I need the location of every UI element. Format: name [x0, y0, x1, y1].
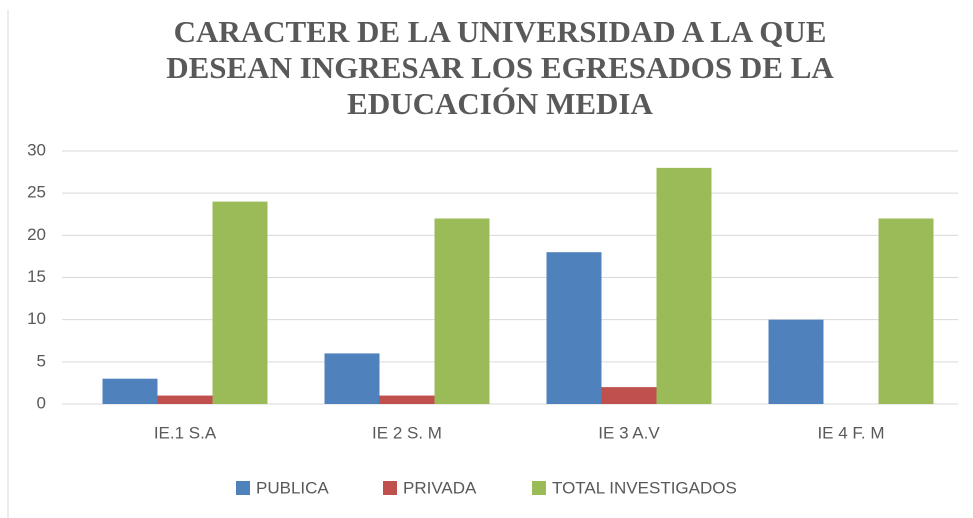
bar — [434, 218, 490, 404]
legend-swatch — [236, 481, 250, 495]
y-tick-label: 0 — [37, 393, 46, 412]
bar — [324, 353, 380, 404]
bar — [546, 252, 602, 404]
x-tick-label: IE 3 A.V — [598, 423, 660, 442]
bar — [379, 395, 435, 404]
y-tick-label: 5 — [37, 351, 46, 370]
legend-label: PUBLICA — [256, 478, 329, 497]
bar — [212, 201, 268, 404]
legend-label: TOTAL INVESTIGADOS — [552, 478, 737, 497]
bar — [768, 319, 824, 404]
y-tick-label: 15 — [27, 267, 46, 286]
bar — [601, 387, 657, 404]
x-tick-label: IE.1 S.A — [154, 423, 217, 442]
legend-label: PRIVADA — [403, 478, 477, 497]
y-tick-label: 30 — [27, 140, 46, 159]
y-tick-label: 20 — [27, 225, 46, 244]
x-tick-label: IE 4 F. M — [817, 423, 884, 442]
bar — [878, 218, 934, 404]
bar — [102, 378, 158, 404]
y-tick-label: 10 — [27, 309, 46, 328]
bar — [157, 395, 213, 404]
x-tick-label: IE 2 S. M — [372, 423, 442, 442]
legend-swatch — [532, 481, 546, 495]
chart-title: CARACTER DE LA UNIVERSIDAD A LA QUE DESE… — [166, 14, 834, 121]
y-tick-label: 25 — [27, 183, 46, 202]
bar — [656, 167, 712, 404]
legend-swatch — [383, 481, 397, 495]
